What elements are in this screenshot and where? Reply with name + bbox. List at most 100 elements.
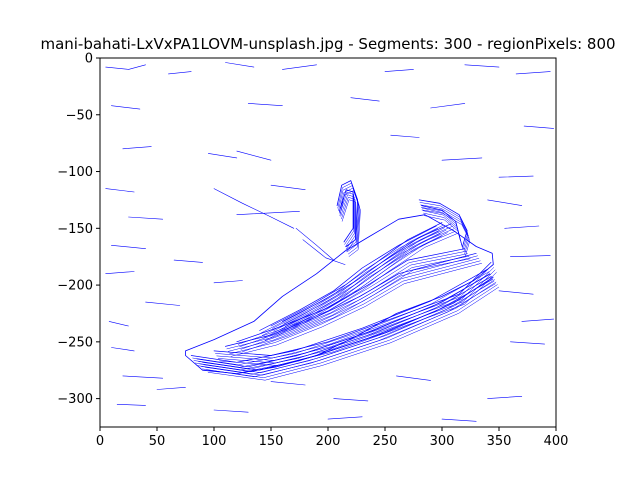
background-contour [430,103,466,109]
y-axis: 0 −50 −100 −150 −200 −250 −300 [57,52,100,407]
background-contour [236,150,272,161]
dense-contour [423,215,464,250]
dense-contour [229,260,481,355]
dense-contour [237,250,467,345]
background-contour [464,64,500,68]
upper-contour [270,222,443,327]
background-contour [521,318,554,322]
background-contour [510,255,551,257]
background-contour [108,321,129,327]
y-tick-label: 0 [85,52,93,67]
dense-contour [207,286,500,381]
background-contour [487,396,523,399]
background-contour [225,62,255,68]
dense-contour [226,255,478,350]
background-contour [122,375,163,379]
y-tick-label: −150 [57,222,93,237]
dense-contour [219,272,497,366]
background-contour [487,199,523,206]
dense-contour [193,273,491,368]
x-tick-label: 200 [316,434,341,449]
dense-contour [242,258,471,353]
dense-contour [419,202,469,250]
background-contour [498,290,534,295]
collar-contour [418,199,468,247]
background-contour [504,225,540,229]
background-contour [105,64,146,70]
background-contour [111,105,141,110]
plot-area [99,57,557,428]
background-contour [122,146,152,150]
background-contour [282,64,317,70]
dense-contour [217,269,496,364]
dense-contour [215,264,493,359]
dense-contour [284,228,455,327]
background-contour [128,216,163,220]
background-contour [213,280,243,284]
background-contour [396,375,431,381]
dense-contour [203,279,495,373]
dense-contour [206,284,498,378]
background-contour [441,418,477,422]
background-contour [168,71,192,75]
background-contour [498,175,534,178]
background-contour [111,245,146,249]
background-contour [236,211,300,215]
background-contour [327,416,363,420]
x-tick-label: 100 [202,434,227,449]
faint-contour [302,239,346,265]
dense-contour [230,263,482,357]
background-contour [145,301,181,306]
background-contour [173,259,203,263]
background-contour [510,341,545,345]
dense-contour [205,281,497,376]
x-tick-label: 50 [149,434,166,449]
background-contour [156,387,186,390]
dense-contour [421,209,471,257]
background-contour [350,97,380,102]
dense-contour [286,231,456,330]
x-axis: 0 50 100 150 200 250 300 350 400 [96,427,569,449]
y-tick-label: −100 [57,165,93,180]
background-contour [270,381,306,386]
background-contour [116,404,146,406]
x-tick-label: 150 [259,434,284,449]
dense-contour [216,267,495,361]
contour-lines [105,62,554,422]
dense-contour [340,194,355,248]
background-contour [390,134,420,138]
x-tick-label: 400 [544,434,569,449]
background-contour [270,184,306,190]
x-tick-label: 300 [430,434,455,449]
chart-title: mani-bahati-LxVxPA1LOVM-unsplash.jpg - S… [40,35,615,53]
faint-contour [295,228,334,261]
background-contour [247,103,283,106]
x-tick-label: 0 [96,434,104,449]
dense-contour [341,196,356,250]
dense-contour [339,191,355,245]
sole-contour [190,268,488,363]
faint-contour [213,188,295,229]
dense-contour [420,204,469,252]
background-contour [333,398,369,402]
dense-contour [227,258,480,352]
dense-contour [272,224,444,329]
background-contour [105,188,135,193]
x-tick-label: 250 [373,434,398,449]
upper-contour [225,252,477,347]
dense-contour [283,226,453,325]
y-tick-label: −50 [66,108,93,123]
background-contour [208,153,238,159]
dense-contour [240,255,470,350]
x-tick-label: 350 [487,434,512,449]
dense-contour [341,199,357,253]
y-tick-label: −300 [57,392,93,407]
y-tick-label: −250 [57,335,93,350]
dense-contour [339,190,361,257]
y-tick-label: −200 [57,279,93,294]
background-contour [105,271,135,274]
dense-contour [421,207,470,255]
background-contour [441,157,483,161]
dense-contour [192,271,490,366]
